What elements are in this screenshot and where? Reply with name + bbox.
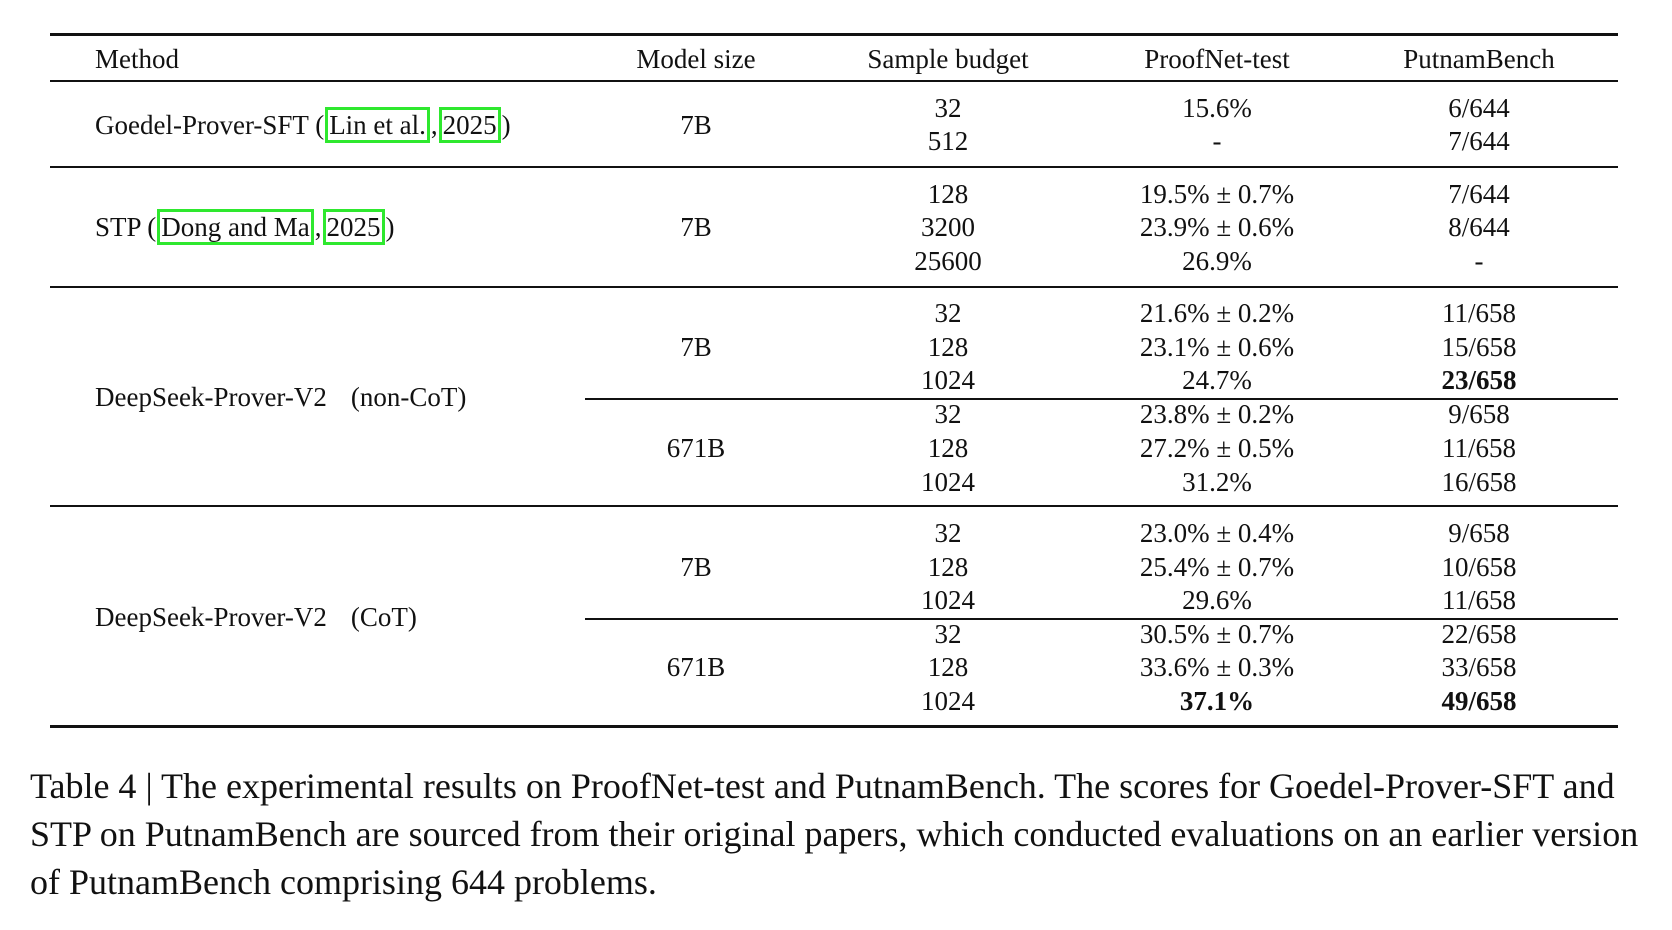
- budget-cell: 128: [927, 332, 969, 362]
- citation-comma: ,: [430, 110, 438, 140]
- budget-cell: 1024: [921, 365, 975, 395]
- proofnet-cell: 24.7%: [1182, 365, 1252, 395]
- method-name-deepseek-noncot: DeepSeek-Prover-V2 (non-CoT): [95, 381, 466, 414]
- putnam-cell: 16/658: [1441, 467, 1517, 497]
- caption-separator: |: [145, 766, 153, 806]
- proofnet-cell: -: [1212, 126, 1222, 156]
- citation-close-paren: ): [501, 110, 511, 140]
- putnam-cell: 15/658: [1441, 332, 1517, 362]
- table-top-rule: [50, 33, 1618, 36]
- putnam-cell: 22/658: [1441, 619, 1517, 649]
- method-label: Goedel-Prover-SFT: [95, 110, 309, 140]
- citation-comma: ,: [314, 212, 322, 242]
- citation-link-year[interactable]: 2025: [438, 107, 501, 143]
- proofnet-cell: 29.6%: [1182, 585, 1252, 615]
- budget-cell: 1024: [921, 467, 975, 497]
- budget-cell: 32: [934, 518, 962, 548]
- budget-cell: 128: [927, 552, 969, 582]
- proofnet-cell: 27.2% ± 0.5%: [1139, 433, 1295, 463]
- table-header-rule: [50, 80, 1618, 82]
- method-variant: (non-CoT): [350, 382, 467, 412]
- proofnet-cell: 21.6% ± 0.2%: [1139, 298, 1295, 328]
- model-size-cell: 671B: [666, 433, 726, 463]
- putnam-cell: 11/658: [1442, 585, 1516, 615]
- budget-cell: 25600: [914, 246, 982, 276]
- header-method: Method: [95, 44, 179, 74]
- proofnet-cell: 33.6% ± 0.3%: [1139, 652, 1295, 682]
- citation-link-year[interactable]: 2025: [322, 209, 385, 245]
- method-name-stp: STP (Dong and Ma, 2025): [95, 209, 395, 245]
- group-separator-rule: [50, 505, 1618, 507]
- header-putnam: PutnamBench: [1403, 44, 1555, 74]
- proofnet-cell: 15.6%: [1182, 93, 1252, 123]
- model-size-cell: 671B: [666, 652, 726, 682]
- budget-cell: 128: [927, 433, 969, 463]
- citation-open-paren: (: [147, 212, 157, 242]
- budget-cell: 32: [934, 399, 962, 429]
- method-label: DeepSeek-Prover-V2: [95, 382, 327, 412]
- method-name-deepseek-cot: DeepSeek-Prover-V2 (CoT): [95, 601, 417, 634]
- budget-cell: 32: [934, 93, 962, 123]
- method-label: STP: [95, 212, 141, 242]
- putnam-cell: 7/644: [1448, 126, 1510, 156]
- putnam-cell: 6/644: [1448, 93, 1510, 123]
- citation-link-authors[interactable]: Dong and Ma: [157, 209, 314, 245]
- budget-cell: 3200: [921, 212, 975, 242]
- budget-cell: 32: [934, 298, 962, 328]
- header-sample-budget: Sample budget: [867, 44, 1029, 74]
- budget-cell: 1024: [921, 585, 975, 615]
- putnam-cell: 33/658: [1441, 652, 1517, 682]
- putnam-cell: 11/658: [1442, 298, 1516, 328]
- putnam-cell-best: 23/658: [1441, 365, 1517, 395]
- putnam-cell: 10/658: [1441, 552, 1517, 582]
- putnam-cell-best: 49/658: [1441, 686, 1517, 716]
- model-size-cell: 7B: [680, 110, 712, 140]
- group-separator-rule: [50, 166, 1618, 168]
- putnam-cell: 9/658: [1448, 399, 1510, 429]
- table-bottom-rule: [50, 725, 1618, 728]
- method-name-goedel: Goedel-Prover-SFT (Lin et al., 2025): [95, 107, 511, 143]
- putnam-cell: -: [1474, 246, 1484, 276]
- header-model-size: Model size: [636, 44, 756, 74]
- caption-text: The experimental results on ProofNet-tes…: [30, 766, 1639, 902]
- block-separator-rule: [585, 398, 1618, 400]
- method-label: DeepSeek-Prover-V2: [95, 602, 327, 632]
- model-size-cell: 7B: [680, 212, 712, 242]
- budget-cell: 1024: [921, 686, 975, 716]
- proofnet-cell: 31.2%: [1182, 467, 1252, 497]
- proofnet-cell: 30.5% ± 0.7%: [1139, 619, 1295, 649]
- putnam-cell: 11/658: [1442, 433, 1516, 463]
- proofnet-cell: 23.9% ± 0.6%: [1139, 212, 1295, 242]
- proofnet-cell: 23.0% ± 0.4%: [1139, 518, 1295, 548]
- model-size-cell: 7B: [680, 332, 712, 362]
- proofnet-cell: 23.1% ± 0.6%: [1139, 332, 1295, 362]
- block-separator-rule: [585, 618, 1618, 620]
- proofnet-cell: 26.9%: [1182, 246, 1252, 276]
- proofnet-cell: 23.8% ± 0.2%: [1139, 399, 1295, 429]
- citation-link-authors[interactable]: Lin et al.: [325, 107, 430, 143]
- group-separator-rule: [50, 286, 1618, 288]
- budget-cell: 32: [934, 619, 962, 649]
- budget-cell: 128: [927, 652, 969, 682]
- citation-open-paren: (: [315, 110, 325, 140]
- model-size-cell: 7B: [680, 552, 712, 582]
- budget-cell: 128: [927, 179, 969, 209]
- table-caption: Table 4 | The experimental results on Pr…: [30, 762, 1650, 906]
- proofnet-cell-best: 37.1%: [1179, 686, 1255, 716]
- putnam-cell: 8/644: [1448, 212, 1510, 242]
- budget-cell: 512: [927, 126, 969, 156]
- method-variant: (CoT): [350, 602, 417, 632]
- citation-close-paren: ): [385, 212, 395, 242]
- putnam-cell: 9/658: [1448, 518, 1510, 548]
- proofnet-cell: 25.4% ± 0.7%: [1139, 552, 1295, 582]
- header-proofnet: ProofNet-test: [1144, 44, 1290, 74]
- putnam-cell: 7/644: [1448, 179, 1510, 209]
- proofnet-cell: 19.5% ± 0.7%: [1139, 179, 1295, 209]
- caption-label: Table 4: [30, 766, 137, 806]
